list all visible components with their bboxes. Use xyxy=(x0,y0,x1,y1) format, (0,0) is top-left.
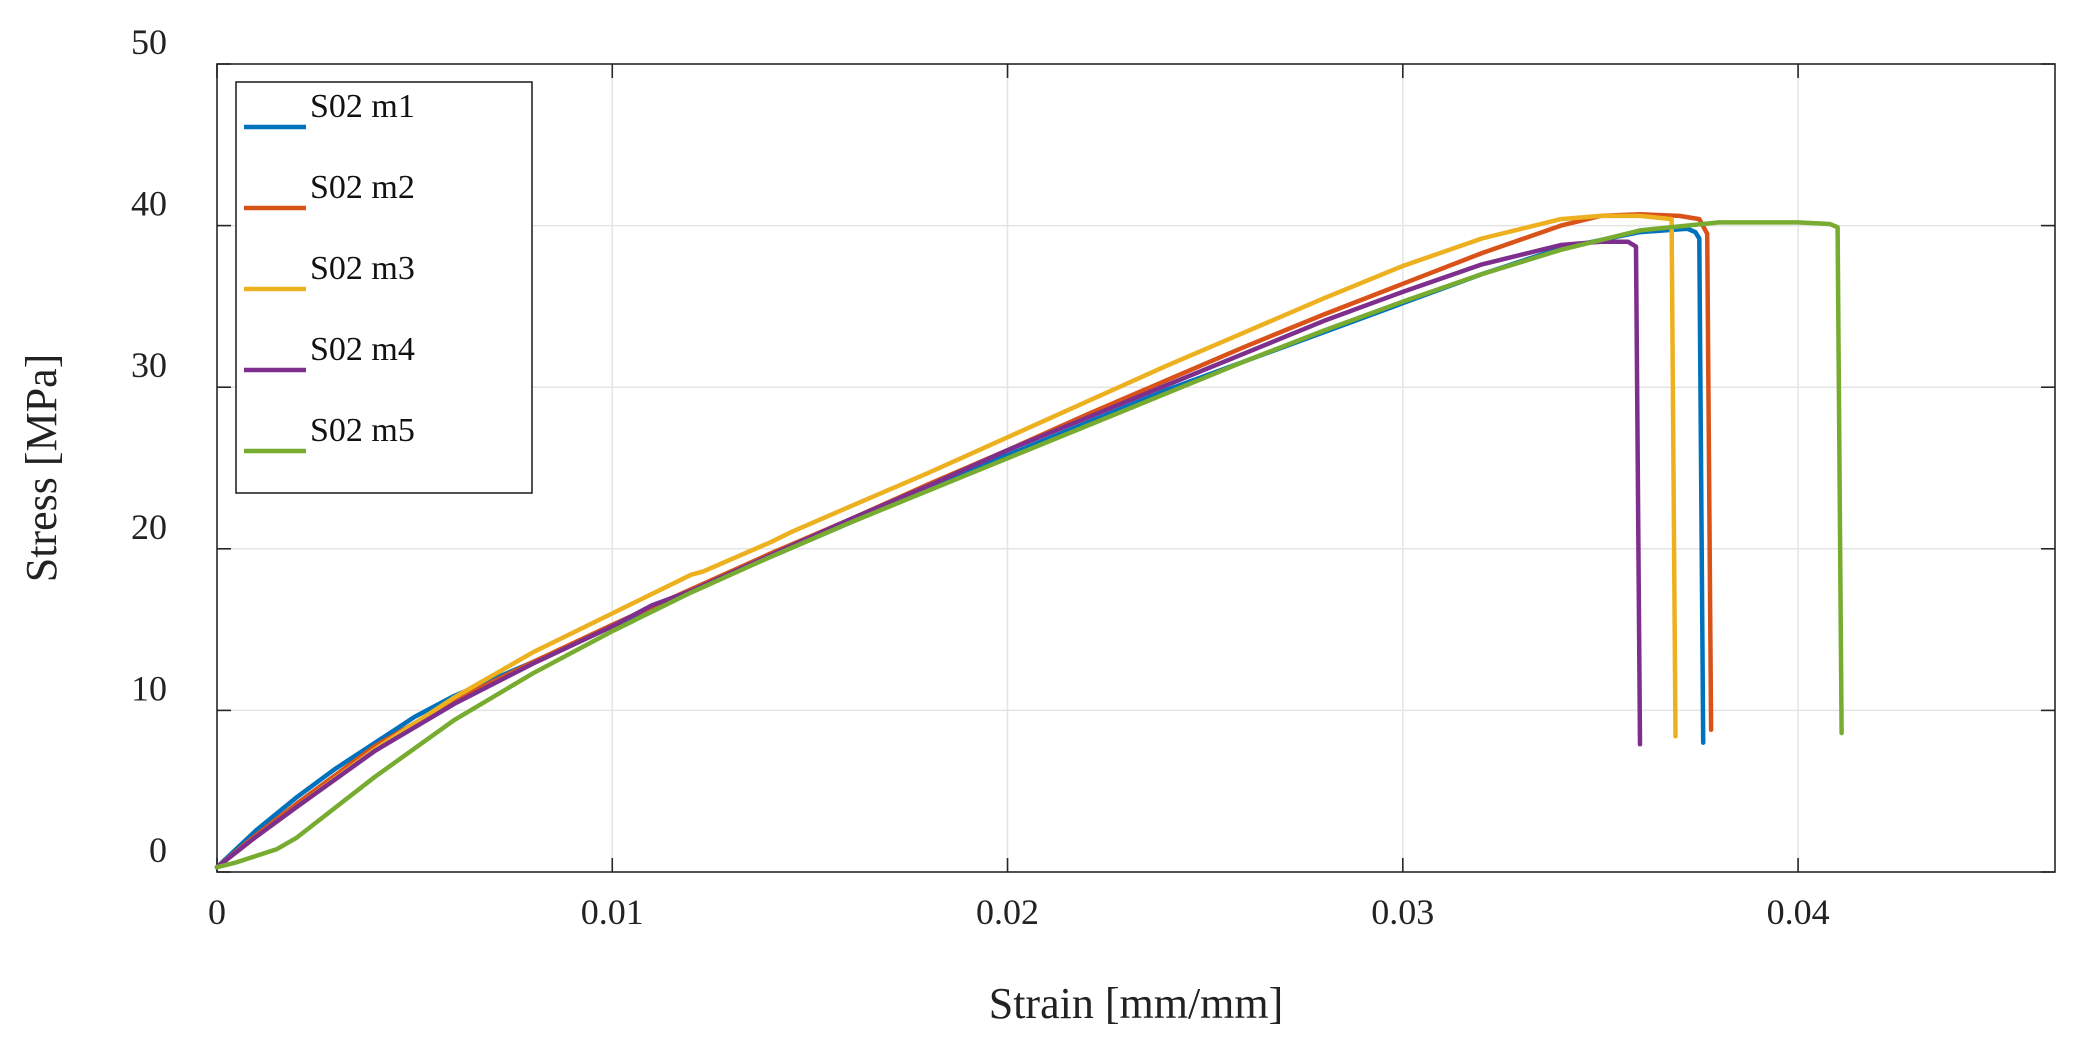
x-tick-label: 0.02 xyxy=(976,892,1039,932)
legend-label: S02 m3 xyxy=(310,250,415,287)
y-axis-label: Stress [MPa] xyxy=(17,354,66,583)
y-tick-label: 20 xyxy=(131,507,167,547)
y-tick-label: 30 xyxy=(131,345,167,385)
series-line-s02-m5 xyxy=(214,220,1844,870)
x-tick-label: 0.01 xyxy=(581,892,644,932)
y-tick-label: 40 xyxy=(131,184,167,224)
axis-ticks: 0 0.01 0.02 0.03 0.04 0 10 20 30 40 50 xyxy=(131,22,2055,932)
series-line-s02-m4 xyxy=(214,239,1643,870)
x-tick-label: 0.03 xyxy=(1371,892,1434,932)
legend-label: S02 m2 xyxy=(310,169,415,206)
x-tick-label: 0 xyxy=(208,892,226,932)
y-tick-label: 50 xyxy=(131,22,167,62)
x-tick-label: 0.04 xyxy=(1767,892,1830,932)
legend: S02 m1 S02 m2 S02 m3 S02 m4 S02 m5 xyxy=(235,81,533,494)
legend-label: S02 m4 xyxy=(310,331,415,368)
y-tick-label: 10 xyxy=(131,668,167,708)
legend-label: S02 m5 xyxy=(310,412,415,449)
y-tick-label: 0 xyxy=(149,830,167,870)
series-lines xyxy=(214,212,1844,870)
plot-area-frame xyxy=(216,63,2056,873)
legend-label: S02 m1 xyxy=(310,88,415,125)
series-line-s02-m3 xyxy=(214,213,1678,870)
x-axis-label: Strain [mm/mm] xyxy=(989,979,1284,1028)
